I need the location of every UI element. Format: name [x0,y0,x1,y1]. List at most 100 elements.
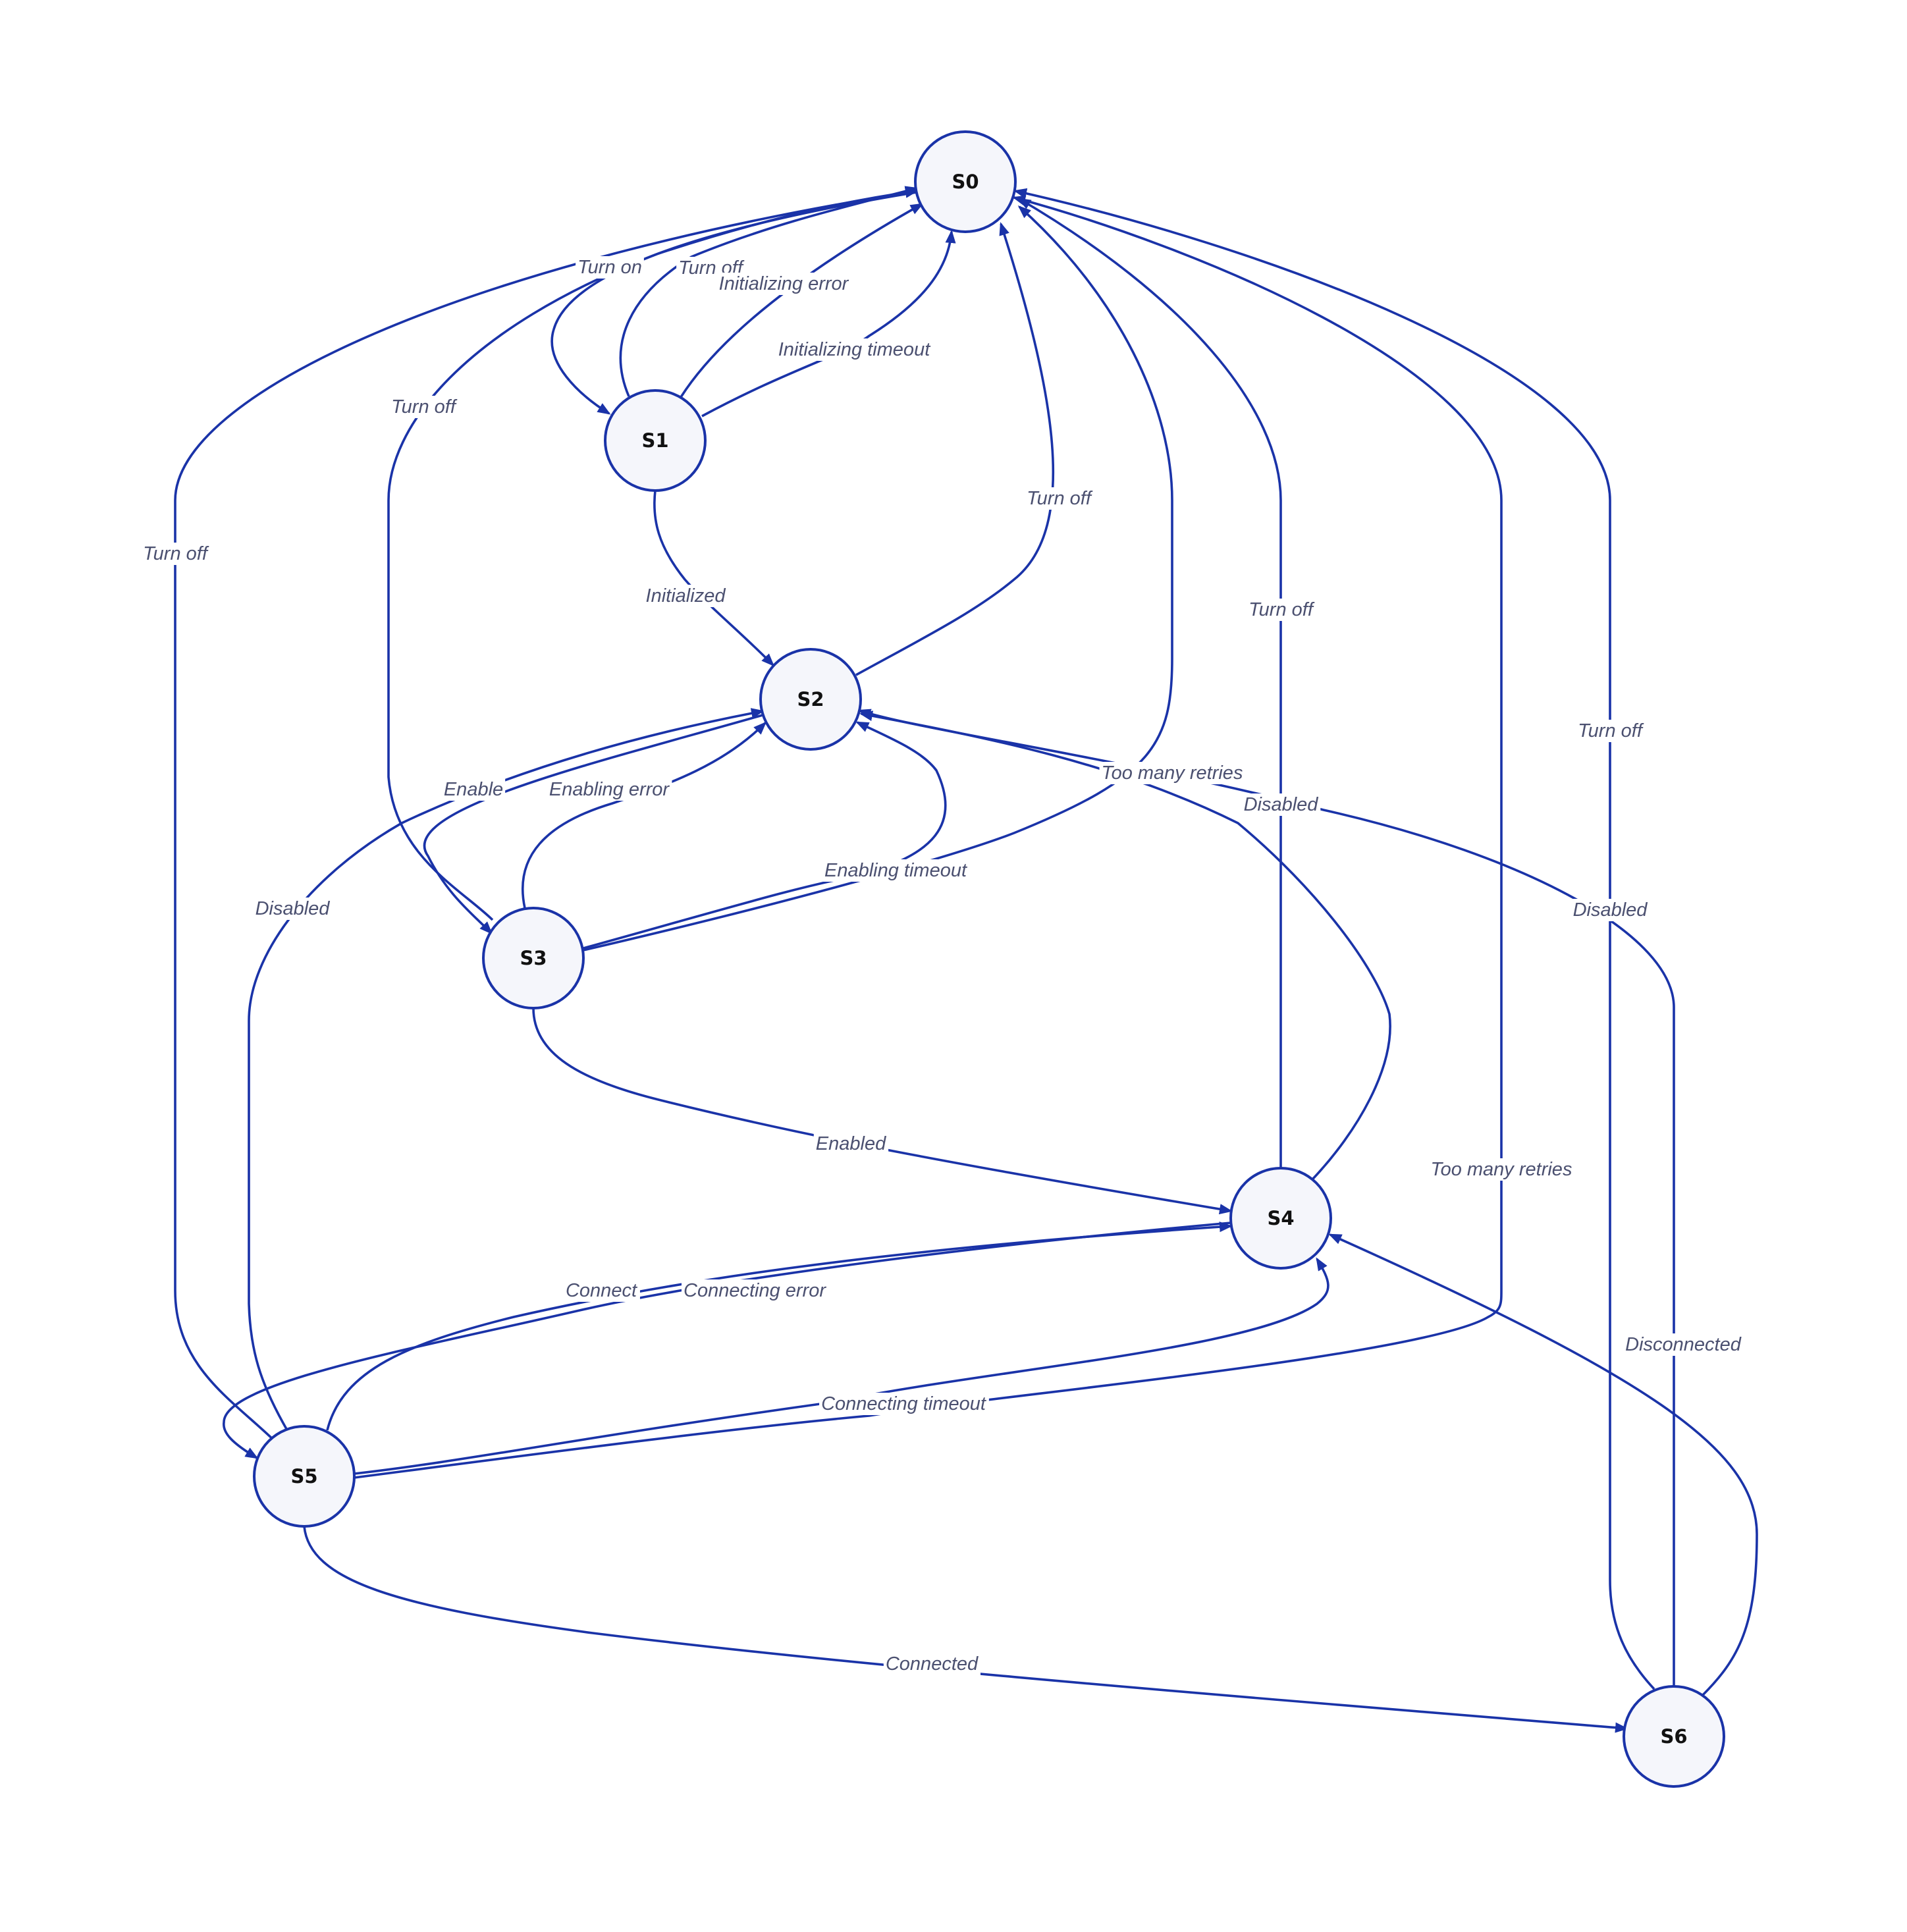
edge-label-background [441,778,506,801]
state-node-circle [604,389,707,492]
state-node-s4: S4 [1229,1167,1332,1270]
edge-label: Turn off [1578,720,1644,741]
edge-s6-to-s4 [1328,1233,1758,1697]
edge-s1-to-s0 [680,203,924,398]
edge-s2-to-s0 [855,222,1055,676]
edge-s6-to-s2 [857,709,1675,1686]
edge-s3-to-s0 [583,205,1173,952]
state-node-circle [1623,1685,1725,1788]
state-node-circle [914,130,1017,233]
edge-label: Disabled [1244,794,1319,815]
edge-label: Connecting error [684,1280,826,1301]
edge-label-background [776,338,934,361]
edge-s1-to-s0 [619,186,919,397]
edge-label-group: Connect [563,1279,640,1302]
edge-label-group: Initializing error [716,273,851,295]
edge-label-group: Connected [883,1653,981,1675]
edge-label: Turn off [143,543,209,564]
edge-s6-to-s0 [1013,188,1655,1690]
edge-s3-to-s2 [583,721,947,950]
state-node-label: S4 [1267,1207,1294,1229]
edge-label-group: Turn off [1247,599,1317,621]
edge-label-group: Turn off [141,543,211,565]
edge-label-background [716,273,851,295]
edge-s5-to-s4 [326,1221,1233,1431]
edge-label-background [643,585,728,607]
edge-s4-to-s0 [1017,198,1282,1168]
edge-label: Turn on [577,257,642,278]
edge-label-background [682,1279,829,1302]
edge-label-group: Initializing timeout [776,338,934,361]
edge-label: Initializing timeout [778,339,931,360]
edge-label-group: Too many retries [1428,1158,1574,1181]
edge-label: Disconnected [1625,1334,1742,1355]
edge-s3-to-s4 [532,1007,1233,1215]
edge-label-group: Disabled [253,898,333,920]
edge-label-background [563,1279,640,1302]
edge-label: Turn off [1249,599,1315,620]
edge-label-group: Initialized [643,585,728,607]
edge-s5-to-s2 [248,708,765,1430]
edge-s5-to-s0 [174,187,919,1447]
edge-s5-to-s0 [354,195,1503,1479]
edge-label: Disabled [1573,899,1648,921]
edge-label: Initializing error [719,273,849,294]
edge-label-background [1576,720,1646,742]
edge-label-background [819,1393,989,1415]
edge-label-background [1428,1158,1574,1181]
edge-label-background [1623,1333,1744,1356]
state-node-label: S2 [797,688,824,711]
edge-s5-to-s4 [354,1257,1330,1475]
edge-label: Too many retries [1102,763,1243,784]
edge-label-group: Enabling error [547,778,672,801]
edge-label-group: Enabling timeout [822,859,970,882]
edge-label: Enable [444,779,503,800]
edge-label-background [822,859,970,882]
edge-label-background [253,898,333,920]
edge-label: Turn off [391,396,458,417]
edge-label-group: Turn on [576,256,644,279]
edge-label-background [1025,487,1095,510]
edge-label: Enabling timeout [824,860,968,881]
edge-label: Initialized [646,585,726,606]
edge-label-background [1247,599,1317,621]
edge-s3-to-s0 [387,187,919,921]
edge-s4-to-s2 [859,711,1391,1180]
state-node-label: S1 [641,429,668,452]
state-node-s1: S1 [604,389,707,492]
edge-s3-to-s2 [521,721,767,909]
edge-label: Connect [566,1280,638,1301]
state-node-circle [482,907,585,1009]
edge-label-background [1571,899,1650,921]
state-node-s6: S6 [1623,1685,1725,1788]
edge-label: Turn off [1027,488,1093,509]
edge-label-background [547,778,672,801]
edge-label: Too many retries [1431,1159,1572,1180]
edge-label-background [1099,762,1245,784]
state-node-label: S3 [520,947,547,969]
state-node-s0: S0 [914,130,1017,233]
state-node-circle [759,648,862,751]
edge-label-group: Disabled [1241,793,1321,816]
edge-s5-to-s6 [303,1526,1628,1733]
edge-s1-to-s0 [701,230,956,417]
edge-label-background [389,396,460,418]
edge-label-background [1241,793,1321,816]
edge-label-background [883,1653,981,1675]
edge-label-group: Enabled [813,1133,889,1155]
edge-label-background [141,543,211,565]
edge-label-group: Turn off [389,396,460,418]
edge-label: Disabled [255,898,331,919]
state-node-s2: S2 [759,648,862,751]
edge-s2-to-s3 [423,714,763,935]
edge-label: Enabled [816,1133,886,1154]
edge-label-group: Disabled [1571,899,1650,921]
edge-label-background [576,256,644,279]
edge-label-group: Too many retries [1099,762,1245,784]
edge-label-group: Connecting timeout [819,1393,989,1415]
state-node-s3: S3 [482,907,585,1009]
edge-label-group: Disconnected [1623,1333,1744,1356]
edge-label-group: Turn off [1576,720,1646,742]
edge-label: Connecting timeout [821,1393,987,1414]
